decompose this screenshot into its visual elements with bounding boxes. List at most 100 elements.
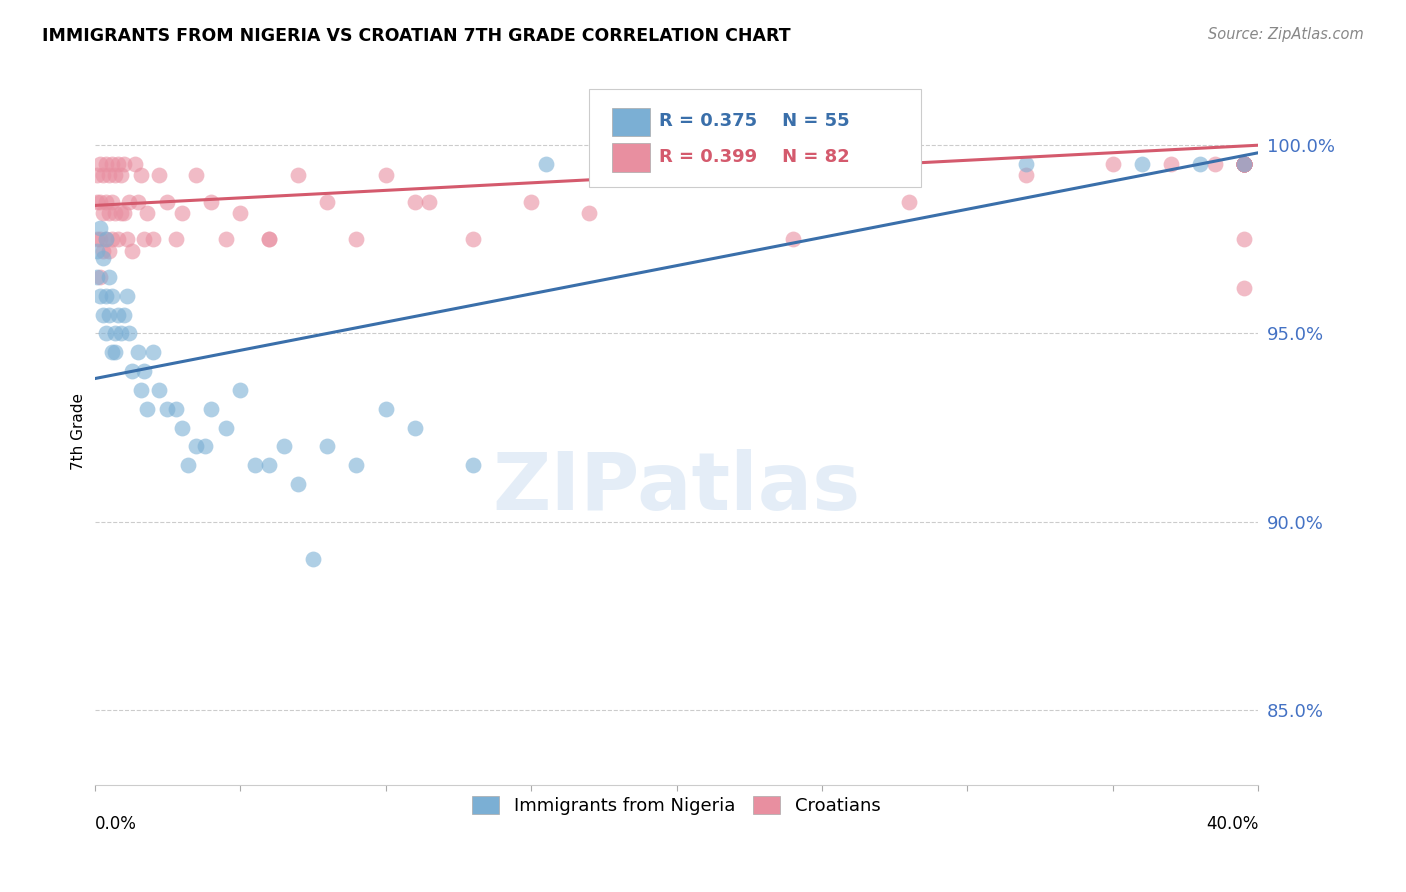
Point: [520, 194, 543, 209]
Point: [287, 169, 309, 183]
Point: [104, 326, 127, 341]
Point: [96, 232, 118, 246]
Point: [142, 232, 165, 246]
Point: [273, 439, 295, 453]
Point: [129, 169, 152, 183]
Point: [89, 157, 111, 171]
Point: [665, 157, 688, 171]
Bar: [613, 108, 650, 136]
Point: [1233, 157, 1256, 171]
Point: [86, 194, 108, 209]
Point: [214, 232, 236, 246]
Point: [404, 194, 426, 209]
Point: [86, 244, 108, 258]
Point: [129, 383, 152, 397]
Point: [200, 194, 222, 209]
Point: [346, 458, 368, 473]
Point: [1233, 157, 1256, 171]
Point: [461, 232, 484, 246]
Text: R = 0.375    N = 55: R = 0.375 N = 55: [659, 112, 849, 130]
Point: [1233, 157, 1256, 171]
Point: [112, 206, 135, 220]
Y-axis label: 7th Grade: 7th Grade: [72, 392, 86, 470]
Point: [374, 401, 396, 416]
Point: [96, 232, 118, 246]
Point: [301, 552, 323, 566]
Point: [214, 420, 236, 434]
Point: [1233, 157, 1256, 171]
Point: [98, 169, 121, 183]
Point: [1233, 157, 1256, 171]
Point: [229, 383, 252, 397]
Point: [1233, 157, 1256, 171]
Point: [107, 232, 129, 246]
Point: [1233, 157, 1256, 171]
Point: [287, 477, 309, 491]
Text: IMMIGRANTS FROM NIGERIA VS CROATIAN 7TH GRADE CORRELATION CHART: IMMIGRANTS FROM NIGERIA VS CROATIAN 7TH …: [42, 27, 790, 45]
Text: 40.0%: 40.0%: [1206, 815, 1258, 833]
Point: [316, 194, 339, 209]
Point: [136, 206, 159, 220]
Point: [89, 194, 111, 209]
Point: [1233, 157, 1256, 171]
Point: [98, 244, 121, 258]
Point: [1233, 157, 1256, 171]
Point: [91, 308, 114, 322]
Point: [101, 289, 124, 303]
Point: [592, 157, 614, 171]
Point: [89, 269, 111, 284]
Point: [176, 458, 198, 473]
Point: [115, 289, 138, 303]
Point: [461, 458, 484, 473]
Point: [101, 345, 124, 359]
Bar: [613, 144, 650, 171]
Point: [1233, 157, 1256, 171]
Point: [156, 194, 179, 209]
Point: [665, 169, 688, 183]
Point: [898, 157, 921, 171]
Point: [96, 326, 118, 341]
Point: [96, 194, 118, 209]
Point: [374, 169, 396, 183]
Point: [1233, 157, 1256, 171]
Point: [86, 232, 108, 246]
Point: [127, 194, 149, 209]
Point: [96, 157, 118, 171]
Point: [118, 326, 141, 341]
Point: [156, 401, 179, 416]
Point: [200, 401, 222, 416]
Point: [257, 232, 280, 246]
Point: [142, 345, 165, 359]
Point: [1233, 157, 1256, 171]
Point: [1130, 157, 1153, 171]
Point: [98, 269, 121, 284]
Point: [86, 269, 108, 284]
Point: [782, 232, 804, 246]
Point: [1189, 157, 1212, 171]
Point: [257, 458, 280, 473]
Point: [1233, 157, 1256, 171]
Point: [165, 401, 187, 416]
Point: [1102, 157, 1125, 171]
Point: [346, 232, 368, 246]
Legend: Immigrants from Nigeria, Croatians: Immigrants from Nigeria, Croatians: [465, 789, 887, 822]
Text: 0.0%: 0.0%: [94, 815, 136, 833]
Point: [418, 194, 440, 209]
Point: [127, 345, 149, 359]
Point: [1233, 157, 1256, 171]
Point: [170, 420, 193, 434]
Point: [107, 157, 129, 171]
Point: [118, 194, 141, 209]
Point: [110, 206, 132, 220]
Point: [782, 157, 804, 171]
Point: [1160, 157, 1182, 171]
Point: [96, 289, 118, 303]
Point: [101, 157, 124, 171]
Point: [534, 157, 557, 171]
Point: [101, 194, 124, 209]
Point: [104, 206, 127, 220]
Point: [1233, 157, 1256, 171]
Point: [1014, 169, 1036, 183]
Point: [86, 169, 108, 183]
Text: ZIPatlas: ZIPatlas: [492, 449, 860, 527]
